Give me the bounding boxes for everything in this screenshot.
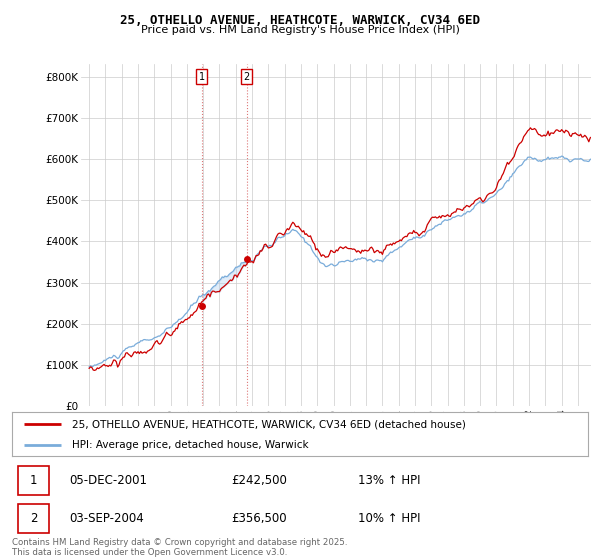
Text: Price paid vs. HM Land Registry's House Price Index (HPI): Price paid vs. HM Land Registry's House … xyxy=(140,25,460,35)
Text: 1: 1 xyxy=(199,72,205,82)
FancyBboxPatch shape xyxy=(18,504,49,533)
Text: 13% ↑ HPI: 13% ↑ HPI xyxy=(358,474,420,487)
Text: 03-SEP-2004: 03-SEP-2004 xyxy=(70,512,145,525)
Text: 25, OTHELLO AVENUE, HEATHCOTE, WARWICK, CV34 6ED: 25, OTHELLO AVENUE, HEATHCOTE, WARWICK, … xyxy=(120,14,480,27)
Text: £242,500: £242,500 xyxy=(231,474,287,487)
Text: 10% ↑ HPI: 10% ↑ HPI xyxy=(358,512,420,525)
Text: 25, OTHELLO AVENUE, HEATHCOTE, WARWICK, CV34 6ED (detached house): 25, OTHELLO AVENUE, HEATHCOTE, WARWICK, … xyxy=(73,419,466,429)
Text: 2: 2 xyxy=(244,72,250,82)
Text: 2: 2 xyxy=(30,512,37,525)
Text: Contains HM Land Registry data © Crown copyright and database right 2025.
This d: Contains HM Land Registry data © Crown c… xyxy=(12,538,347,557)
FancyBboxPatch shape xyxy=(18,466,49,494)
Text: HPI: Average price, detached house, Warwick: HPI: Average price, detached house, Warw… xyxy=(73,440,309,450)
Text: 1: 1 xyxy=(30,474,37,487)
Text: 05-DEC-2001: 05-DEC-2001 xyxy=(70,474,148,487)
Text: £356,500: £356,500 xyxy=(231,512,287,525)
